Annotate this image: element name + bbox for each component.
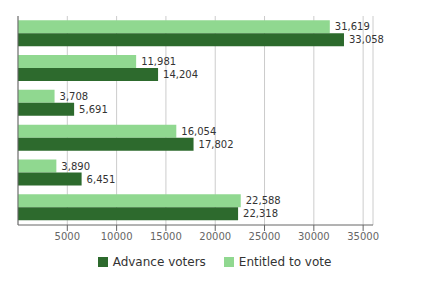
svg-text:11,981: 11,981	[141, 56, 176, 67]
svg-text:30000: 30000	[298, 231, 330, 242]
html-text:Entitled to vote: Entitled to vote	[238, 255, 332, 269]
svg-text:3,890: 3,890	[61, 161, 90, 172]
svg-text:16,054: 16,054	[181, 126, 216, 137]
svg-text:17,802: 17,802	[199, 139, 234, 150]
svg-text:3,708: 3,708	[60, 91, 89, 102]
svg-text:14,204: 14,204	[163, 69, 198, 80]
svg-text:10000: 10000	[101, 231, 133, 242]
svg-text:6,451: 6,451	[87, 174, 116, 185]
svg-text:35000: 35000	[347, 231, 379, 242]
html-text:Advance voters: Advance voters	[112, 255, 206, 269]
svg-text:5000: 5000	[55, 231, 80, 242]
svg-text:33,058: 33,058	[349, 34, 384, 45]
svg-text:15000: 15000	[150, 231, 182, 242]
svg-text:20000: 20000	[199, 231, 231, 242]
svg-text:31,619: 31,619	[335, 21, 370, 32]
svg-text:22,588: 22,588	[246, 195, 281, 206]
svg-text:5,691: 5,691	[79, 104, 108, 115]
svg-text:25000: 25000	[249, 231, 281, 242]
svg-text:22,318: 22,318	[243, 208, 278, 219]
